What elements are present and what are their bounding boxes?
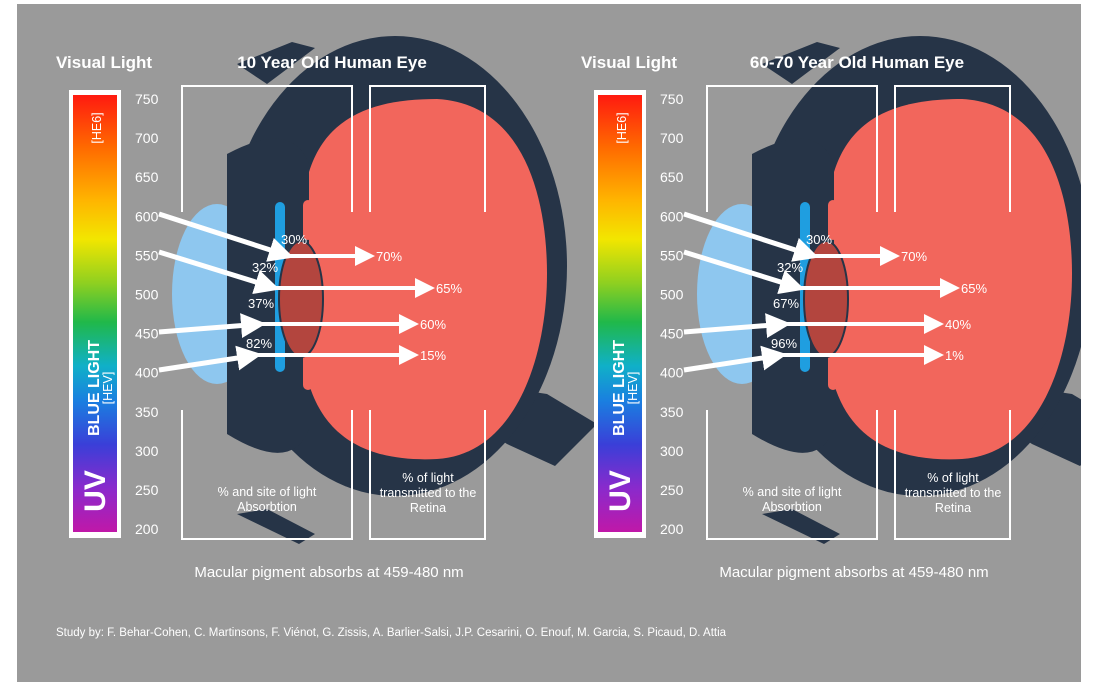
absorption-percent: 32% bbox=[777, 260, 803, 275]
blue-light-label: BLUE LIGHT bbox=[611, 340, 628, 436]
infographic-canvas: Visual Light 10 Year Old Human Eye [HE6] BL… bbox=[17, 4, 1081, 682]
light-spectrum-bar bbox=[598, 95, 642, 532]
study-credit: Study by: F. Behar-Cohen, C. Martinsons,… bbox=[56, 627, 727, 639]
hev-label: [HEV] bbox=[101, 372, 115, 405]
incoming-light-arrow bbox=[158, 345, 262, 373]
wavelength-tick: 550 bbox=[135, 247, 159, 263]
transmitted-percent: 65% bbox=[436, 281, 462, 296]
incoming-light-arrow bbox=[683, 249, 805, 295]
wavelength-tick: 300 bbox=[135, 443, 159, 459]
transmitted-percent: 60% bbox=[420, 317, 446, 332]
wavelength-tick: 650 bbox=[135, 169, 159, 185]
wavelength-tick: 500 bbox=[135, 287, 159, 303]
incoming-light-arrow bbox=[683, 313, 791, 339]
diagram-title: 10 Year Old Human Eye bbox=[237, 53, 427, 72]
wavelength-tick: 750 bbox=[135, 91, 159, 107]
absorption-percent: 32% bbox=[252, 260, 278, 275]
wavelength-tick: 300 bbox=[660, 443, 684, 459]
wavelength-tick: 500 bbox=[660, 287, 684, 303]
wavelength-tick: 700 bbox=[135, 130, 159, 146]
absorption-percent: 30% bbox=[806, 232, 832, 247]
hev-label: [HEV] bbox=[626, 372, 640, 405]
absorption-percent: 82% bbox=[246, 336, 272, 351]
wavelength-tick: 350 bbox=[660, 404, 684, 420]
wavelength-tick: 650 bbox=[660, 169, 684, 185]
transmitted-percent: 1% bbox=[945, 348, 964, 363]
absorption-percent: 96% bbox=[771, 336, 797, 351]
panel-young-eye: Visual Light 10 Year Old Human Eye [HE6] BL… bbox=[56, 35, 598, 581]
absorption-bracket bbox=[706, 85, 878, 540]
macular-pigment-note: Macular pigment absorbs at 459-480 nm bbox=[194, 564, 463, 581]
absorption-caption: Absorbtion bbox=[762, 500, 822, 514]
retina-bracket bbox=[369, 85, 486, 540]
retina-caption: % of light bbox=[402, 471, 454, 485]
absorption-percent: 67% bbox=[773, 296, 799, 311]
transmitted-percent: 70% bbox=[376, 249, 402, 264]
absorption-caption: % and site of light bbox=[743, 485, 842, 499]
heg-label: [HE6] bbox=[90, 112, 104, 143]
incoming-light-arrow bbox=[158, 249, 280, 295]
blue-light-label: BLUE LIGHT bbox=[86, 340, 103, 436]
absorption-caption: Absorbtion bbox=[237, 500, 297, 514]
retina-caption: % of light bbox=[927, 471, 979, 485]
wavelength-tick: 400 bbox=[660, 365, 684, 381]
transmitted-percent: 65% bbox=[961, 281, 987, 296]
panel-older-eye: Visual Light 60-70 Year Old Human Eye [HE6… bbox=[581, 35, 1081, 581]
heg-label: [HE6] bbox=[615, 112, 629, 143]
visual-light-label: Visual Light bbox=[56, 53, 152, 72]
transmitted-percent: 15% bbox=[420, 348, 446, 363]
incoming-light-arrow bbox=[683, 345, 787, 373]
incoming-light-arrow bbox=[683, 211, 819, 262]
transmitted-percent: 70% bbox=[901, 249, 927, 264]
wavelength-tick: 700 bbox=[660, 130, 684, 146]
transmitted-percent: 40% bbox=[945, 317, 971, 332]
wavelength-tick: 450 bbox=[660, 326, 684, 342]
wavelength-tick: 250 bbox=[135, 482, 159, 498]
absorption-caption: % and site of light bbox=[218, 485, 317, 499]
eye-comparison-diagram: Visual Light 10 Year Old Human Eye [HE6] BL… bbox=[56, 35, 1081, 639]
retina-bracket bbox=[894, 85, 1011, 540]
wavelength-tick: 450 bbox=[135, 326, 159, 342]
incoming-light-arrow bbox=[158, 211, 294, 262]
retina-caption: transmitted to the bbox=[380, 486, 477, 500]
wavelength-tick: 600 bbox=[660, 208, 684, 224]
light-spectrum-bar bbox=[73, 95, 117, 532]
wavelength-tick: 400 bbox=[135, 365, 159, 381]
retina-caption: transmitted to the bbox=[905, 486, 1002, 500]
diagram-title: 60-70 Year Old Human Eye bbox=[750, 53, 964, 72]
uv-label: UV bbox=[79, 470, 112, 512]
visual-light-label: Visual Light bbox=[581, 53, 677, 72]
macular-pigment-note: Macular pigment absorbs at 459-480 nm bbox=[719, 564, 988, 581]
absorption-percent: 37% bbox=[248, 296, 274, 311]
absorption-percent: 30% bbox=[281, 232, 307, 247]
wavelength-tick: 350 bbox=[135, 404, 159, 420]
wavelength-tick: 200 bbox=[660, 521, 684, 537]
retina-caption: Retina bbox=[410, 501, 446, 515]
wavelength-tick: 600 bbox=[135, 208, 159, 224]
incoming-light-arrow bbox=[158, 313, 266, 339]
wavelength-tick: 750 bbox=[660, 91, 684, 107]
wavelength-tick: 550 bbox=[660, 247, 684, 263]
wavelength-tick: 250 bbox=[660, 482, 684, 498]
wavelength-tick: 200 bbox=[135, 521, 159, 537]
absorption-bracket bbox=[181, 85, 353, 540]
retina-caption: Retina bbox=[935, 501, 971, 515]
uv-label: UV bbox=[604, 470, 637, 512]
